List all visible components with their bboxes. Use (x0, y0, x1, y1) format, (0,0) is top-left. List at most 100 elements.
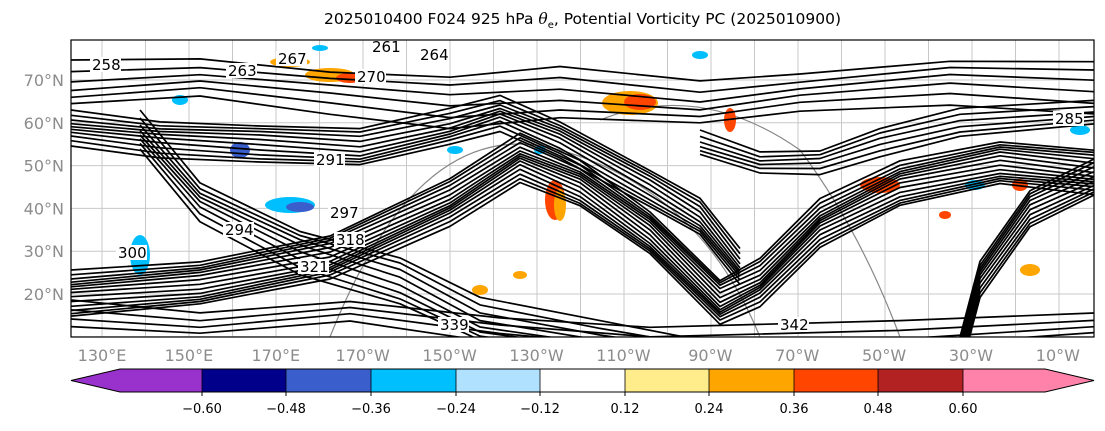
contour-labels: 261 264 267 270 258 263 291 294 297 300 318 321 339 3… (90, 40, 1084, 334)
longitude-labels: 130°E 150°E 170°E 170°W 150°W 130°W 110°W 90°W 7… (78, 346, 1080, 365)
contour-line (959, 158, 1094, 337)
contour-line (71, 132, 1094, 282)
colorbar-tick-label: 0.48 (864, 402, 893, 417)
longitude-label: 150°W (422, 346, 477, 365)
contour-label: 294 (225, 221, 254, 239)
contour-line (139, 138, 523, 337)
longitude-label: 130°W (509, 346, 564, 365)
longitude-label: 50°W (862, 346, 906, 365)
colorbar-outline (70, 368, 1095, 393)
contour-line (71, 110, 741, 269)
colorbar-segment (878, 369, 963, 392)
contour-label-bg (298, 259, 329, 274)
colorbar-tick-label: 0.60 (949, 402, 978, 417)
colorbar-tick-label: 0.24 (695, 402, 724, 417)
coast-outline (329, 143, 761, 337)
contour-line (699, 111, 1094, 162)
contour-label: 270 (357, 68, 386, 86)
contour-line (71, 130, 741, 286)
contour-label: 300 (118, 244, 147, 262)
pv-anomaly-patch (447, 146, 463, 154)
contour-label: 318 (336, 231, 365, 249)
contour-line (139, 124, 620, 337)
pv-anomaly-patch (1020, 264, 1040, 276)
pv-anomaly-patch (692, 51, 708, 59)
contour-line (71, 99, 741, 255)
contour-line (71, 73, 1094, 103)
colorbar-segment (709, 369, 794, 392)
contour-label: 339 (440, 316, 469, 334)
contour-line (71, 163, 1094, 313)
contour-line (699, 119, 1094, 170)
pv-anomaly-patch (472, 285, 488, 295)
contour-line (139, 130, 586, 337)
contour-line (71, 95, 1094, 130)
contour-label: 263 (228, 62, 257, 80)
colorbar-tick-label: −0.36 (351, 402, 391, 417)
contour-label-bg (355, 69, 386, 84)
contour-line (71, 113, 741, 272)
chart-title: 2025010400 F024 925 hPa θe, Potential Vo… (0, 10, 1105, 31)
title-sub: e (547, 20, 554, 32)
contour-line (71, 125, 741, 281)
contour-line (699, 115, 1094, 166)
coast-outline (599, 104, 901, 337)
contour-line (71, 306, 1094, 337)
contour-line (139, 117, 656, 337)
colorbar-extend-high (963, 369, 1094, 392)
longitude-label: 70°W (775, 346, 819, 365)
colorbar-tick-label: −0.60 (182, 402, 222, 417)
colorbar-segment (540, 369, 625, 392)
latitude-label: 30°N (24, 242, 64, 261)
contour-label-bg (314, 152, 345, 167)
contour-label-bg (418, 47, 449, 62)
longitude-label: 10°W (1036, 346, 1080, 365)
contour-line (139, 134, 555, 337)
contour-label: 258 (92, 56, 121, 74)
contour-label-bg (370, 40, 401, 54)
longitude-label: 170°W (336, 346, 391, 365)
contour-line (71, 152, 1094, 299)
latitude-label: 70°N (24, 71, 64, 90)
longitude-label: 90°W (688, 346, 732, 365)
colorbar-segment (371, 369, 456, 392)
contour-label: 291 (316, 151, 345, 169)
colorbar-segment (794, 369, 878, 392)
contour-label: 297 (330, 204, 359, 222)
contour-line (699, 123, 1094, 176)
colorbar-segment (286, 369, 371, 392)
contour-label: 267 (278, 50, 307, 68)
contour-label-bg (116, 245, 147, 260)
contour-line (71, 141, 1094, 287)
contour-line (139, 148, 476, 337)
contour-line (71, 150, 1094, 294)
contour-line (960, 161, 1094, 337)
pv-anomaly-patch (513, 271, 527, 279)
colorbar-extend-low (71, 369, 202, 392)
contour-label: 264 (420, 46, 449, 64)
contour-line (965, 184, 1094, 337)
colorbar-segment (625, 369, 709, 392)
contour-label-bg (276, 51, 307, 66)
contour-line (139, 142, 493, 337)
contour-line (71, 299, 1094, 329)
contour-label-bg (328, 205, 359, 220)
contour-line (71, 177, 1094, 321)
longitude-label: 30°W (949, 346, 993, 365)
contour-line (71, 312, 1094, 337)
title-prefix: 2025010400 F024 925 hPa (323, 10, 539, 28)
colorbar: −0.60 −0.48 −0.36 −0.24 −0.12 0.12 0.24 0.36 0.4… (70, 368, 1095, 417)
colorbar-tick-label: −0.48 (266, 402, 306, 417)
contour-line (71, 120, 741, 277)
colorbar-tick-label: 0.12 (611, 402, 640, 417)
pv-anomaly-patch (939, 211, 951, 219)
longitude-label: 170°E (251, 346, 300, 365)
longitude-label: 130°E (78, 346, 127, 365)
contour-line (699, 105, 1094, 158)
latitude-labels: 70°N 60°N 50°N 40°N 30°N 20°N (24, 71, 64, 304)
title-suffix: , Potential Vorticity PC (2025010900) (553, 10, 842, 28)
contour-line (71, 320, 1094, 337)
theta-e-contours (71, 58, 1094, 337)
colorbar-segment (456, 369, 540, 392)
contour-line (71, 136, 1094, 284)
